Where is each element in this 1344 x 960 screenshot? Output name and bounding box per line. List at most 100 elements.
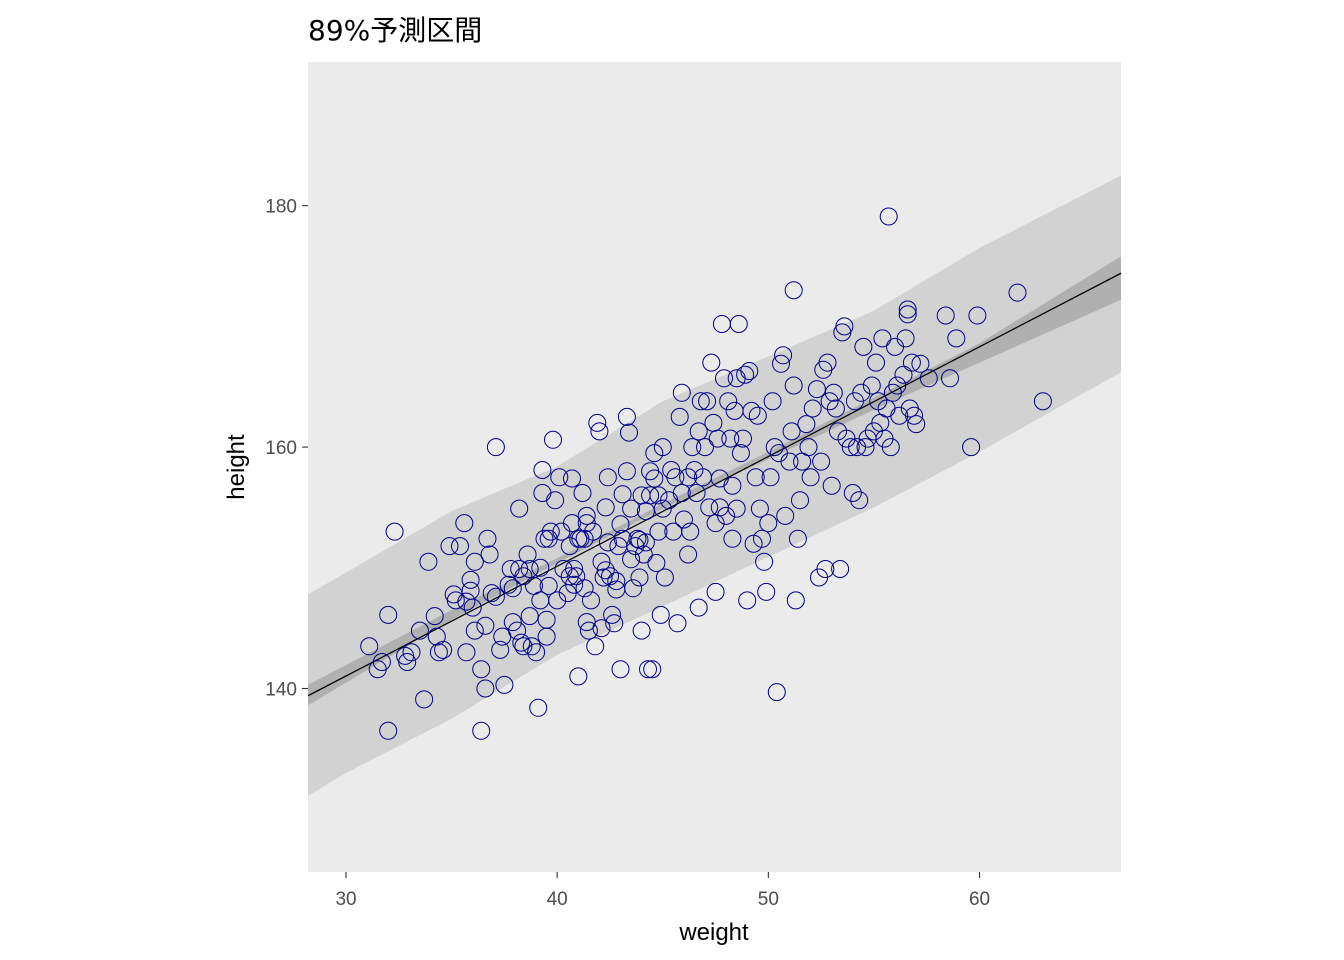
data-point xyxy=(486,438,505,457)
y-tick-label: 180 xyxy=(265,197,297,218)
data-point xyxy=(457,592,476,611)
data-point xyxy=(594,568,613,587)
data-point xyxy=(402,643,421,662)
data-point xyxy=(630,568,649,587)
data-point xyxy=(550,468,569,487)
data-point xyxy=(854,337,873,356)
data-point xyxy=(852,383,871,402)
data-point xyxy=(544,430,562,449)
data-point xyxy=(776,506,795,525)
data-point xyxy=(888,376,907,395)
data-point xyxy=(670,407,689,426)
data-point xyxy=(463,598,482,617)
data-point xyxy=(708,429,727,448)
data-point xyxy=(824,383,843,402)
y-tick-label: 160 xyxy=(265,438,297,459)
data-point xyxy=(742,401,761,420)
data-point xyxy=(632,621,651,640)
data-point xyxy=(482,584,501,603)
data-point xyxy=(514,567,533,586)
data-point xyxy=(791,491,809,510)
data-point xyxy=(520,607,539,626)
data-point xyxy=(841,438,860,457)
data-point xyxy=(499,575,518,594)
data-point xyxy=(535,529,554,548)
data-point xyxy=(911,354,930,373)
data-point xyxy=(573,484,592,502)
data-point xyxy=(603,605,622,624)
data-point xyxy=(755,552,774,571)
data-point xyxy=(736,365,755,384)
mean-interval-band xyxy=(308,256,1121,706)
data-point xyxy=(674,510,693,529)
data-point xyxy=(907,415,926,434)
data-point xyxy=(772,354,790,373)
data-point xyxy=(613,485,632,504)
data-point xyxy=(624,579,643,598)
data-point xyxy=(835,317,854,336)
data-point xyxy=(427,627,446,646)
x-tick-label: 40 xyxy=(547,889,568,910)
data-point xyxy=(689,598,708,617)
data-point xyxy=(569,667,588,686)
data-point xyxy=(753,529,771,548)
data-point xyxy=(856,438,875,457)
data-point xyxy=(451,537,469,556)
data-point xyxy=(788,529,807,548)
data-point xyxy=(867,353,885,372)
data-point xyxy=(546,491,565,510)
data-points xyxy=(360,207,1052,740)
data-point xyxy=(410,621,429,640)
data-point xyxy=(687,484,706,502)
data-point xyxy=(706,582,725,601)
data-point xyxy=(541,522,560,541)
data-point xyxy=(763,392,782,411)
data-point xyxy=(679,545,698,564)
data-point xyxy=(440,537,459,556)
data-point xyxy=(605,614,624,633)
data-point xyxy=(465,621,484,640)
data-point xyxy=(596,561,615,580)
data-point xyxy=(398,653,417,671)
data-point xyxy=(653,438,672,457)
data-point xyxy=(641,486,660,505)
data-point xyxy=(919,369,938,388)
data-point xyxy=(643,660,662,679)
data-point xyxy=(750,499,769,518)
data-point xyxy=(759,514,778,533)
data-point xyxy=(478,529,497,548)
data-point xyxy=(748,406,767,425)
data-point xyxy=(601,567,619,586)
data-point xyxy=(645,469,664,488)
data-point xyxy=(563,514,581,533)
data-point xyxy=(419,552,438,571)
data-point xyxy=(850,491,869,510)
data-point xyxy=(801,468,820,487)
data-point xyxy=(784,281,803,300)
data-point xyxy=(784,376,803,395)
data-point xyxy=(936,306,955,325)
data-point xyxy=(620,423,638,442)
data-point xyxy=(681,522,700,541)
data-point xyxy=(647,554,666,572)
data-point xyxy=(461,570,480,589)
data-point xyxy=(696,438,714,457)
data-point xyxy=(723,476,742,495)
data-point xyxy=(539,576,558,595)
data-point xyxy=(881,438,900,457)
data-point xyxy=(947,329,966,348)
data-point xyxy=(898,300,917,319)
data-point xyxy=(527,643,546,662)
data-point xyxy=(651,605,670,624)
data-point xyxy=(905,406,924,425)
data-point xyxy=(491,640,510,659)
y-axis-title: height xyxy=(223,434,250,500)
data-point xyxy=(968,306,987,325)
data-point xyxy=(503,613,522,632)
data-point xyxy=(672,383,691,402)
data-point xyxy=(873,329,892,348)
data-point xyxy=(898,305,917,324)
data-point xyxy=(672,484,691,502)
data-point xyxy=(567,567,586,586)
data-point xyxy=(826,399,845,418)
